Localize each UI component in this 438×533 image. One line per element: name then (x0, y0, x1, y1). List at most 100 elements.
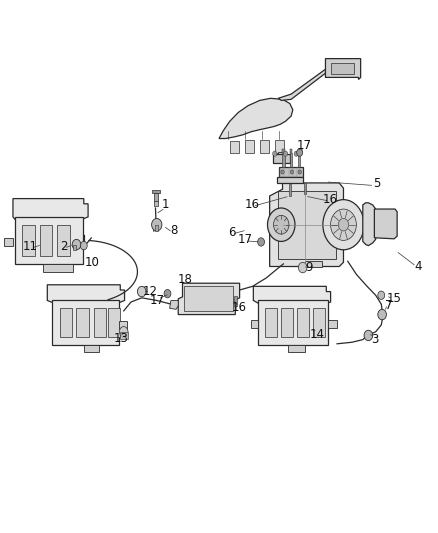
Circle shape (338, 219, 349, 231)
Bar (290, 149, 293, 152)
Circle shape (323, 200, 364, 250)
Bar (289, 184, 291, 196)
Circle shape (294, 151, 298, 156)
Text: 10: 10 (85, 256, 100, 269)
Bar (282, 152, 285, 167)
Polygon shape (374, 209, 397, 239)
Text: 18: 18 (178, 273, 193, 286)
Text: 1: 1 (162, 198, 169, 212)
Text: 5: 5 (373, 177, 381, 190)
Bar (234, 296, 237, 306)
Polygon shape (15, 217, 82, 264)
Polygon shape (272, 154, 290, 163)
Bar (281, 308, 293, 337)
Text: 6: 6 (228, 226, 236, 239)
Circle shape (120, 327, 128, 337)
Circle shape (378, 291, 385, 300)
Circle shape (281, 170, 284, 174)
Bar (154, 193, 158, 201)
Bar (57, 225, 70, 256)
Bar (297, 308, 309, 337)
Text: 4: 4 (415, 260, 422, 273)
Bar (304, 183, 306, 195)
Text: 13: 13 (114, 332, 129, 345)
Circle shape (298, 170, 301, 174)
Polygon shape (278, 68, 331, 100)
Circle shape (164, 289, 171, 298)
Bar (155, 225, 158, 231)
Polygon shape (275, 140, 284, 152)
Text: 2: 2 (60, 240, 67, 253)
Polygon shape (120, 321, 127, 329)
Circle shape (138, 286, 146, 297)
Bar (73, 245, 77, 250)
Bar (60, 308, 72, 337)
Polygon shape (277, 176, 303, 183)
Circle shape (290, 170, 294, 174)
Bar (282, 149, 285, 152)
Circle shape (152, 219, 162, 231)
Polygon shape (219, 98, 293, 139)
Bar (94, 308, 106, 337)
Polygon shape (13, 199, 88, 220)
Text: 3: 3 (371, 333, 378, 346)
Text: 16: 16 (323, 193, 338, 206)
Circle shape (378, 309, 386, 320)
Circle shape (258, 238, 265, 246)
Bar (152, 190, 160, 193)
Polygon shape (120, 332, 128, 338)
Text: 16: 16 (245, 198, 260, 212)
Polygon shape (43, 264, 73, 272)
Polygon shape (245, 140, 254, 152)
Circle shape (331, 209, 357, 240)
Text: 17: 17 (238, 233, 253, 246)
Polygon shape (47, 285, 124, 303)
Text: 12: 12 (143, 285, 158, 298)
Text: 14: 14 (309, 328, 325, 341)
Circle shape (298, 262, 307, 273)
Polygon shape (230, 141, 239, 152)
Polygon shape (270, 183, 343, 266)
Bar (313, 308, 325, 337)
Bar (297, 152, 300, 167)
Polygon shape (363, 203, 376, 246)
Bar (331, 63, 354, 74)
Bar (22, 225, 35, 256)
Polygon shape (278, 151, 283, 162)
Bar (265, 308, 277, 337)
Text: 7: 7 (385, 299, 392, 312)
Bar (154, 201, 158, 206)
Polygon shape (325, 59, 360, 79)
Polygon shape (170, 301, 178, 309)
Polygon shape (305, 261, 322, 266)
Polygon shape (52, 301, 120, 345)
Bar (108, 308, 120, 337)
Circle shape (272, 151, 277, 156)
Text: 17: 17 (149, 294, 164, 307)
Bar (184, 286, 233, 311)
Polygon shape (288, 345, 305, 352)
Circle shape (273, 215, 289, 234)
Text: 16: 16 (232, 301, 247, 314)
Bar (297, 149, 300, 152)
Bar (278, 191, 336, 259)
Polygon shape (4, 238, 13, 246)
Polygon shape (258, 301, 328, 345)
Bar (77, 308, 88, 337)
Circle shape (80, 241, 87, 250)
Text: 11: 11 (23, 240, 38, 253)
Polygon shape (84, 345, 99, 352)
Circle shape (364, 330, 373, 341)
Polygon shape (279, 167, 303, 176)
Bar (290, 152, 293, 167)
Bar (39, 225, 53, 256)
Circle shape (268, 208, 295, 241)
Text: 17: 17 (297, 139, 311, 152)
Polygon shape (251, 320, 258, 328)
Circle shape (72, 239, 81, 250)
Polygon shape (253, 286, 331, 304)
Polygon shape (178, 283, 240, 314)
Polygon shape (328, 320, 337, 328)
Circle shape (297, 149, 303, 156)
Circle shape (283, 151, 288, 156)
